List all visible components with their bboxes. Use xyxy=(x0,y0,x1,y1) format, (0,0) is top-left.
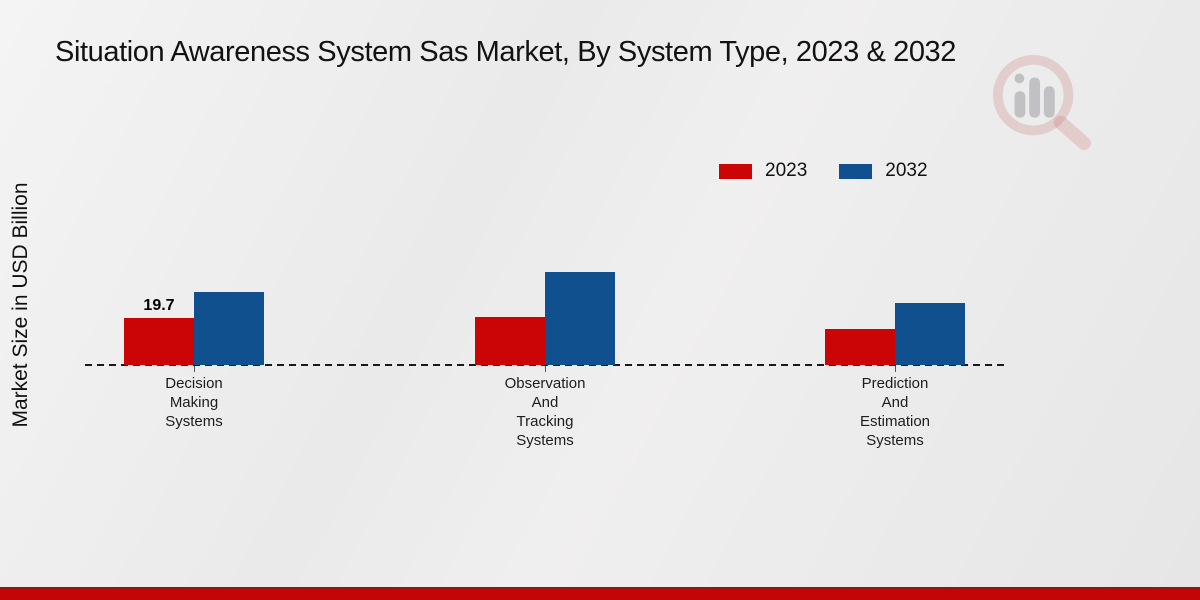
legend-label: 2023 xyxy=(765,160,808,181)
bar-2023-1 xyxy=(124,318,194,365)
bar-column-2032 xyxy=(194,292,264,365)
x-axis-tick xyxy=(194,366,195,372)
legend-item-2023: 2023 xyxy=(719,160,807,182)
x-axis-line xyxy=(85,364,1007,366)
footer-accent-bar xyxy=(0,587,1200,600)
magnifier-bar-chart-watermark-icon xyxy=(992,54,1091,150)
x-axis-tick-label: Observation And Tracking Systems xyxy=(504,375,586,449)
x-axis-tick xyxy=(545,366,546,372)
x-axis-tick xyxy=(895,366,896,372)
bar-2023-2 xyxy=(475,317,545,365)
legend-swatch-2032 xyxy=(839,163,873,179)
bar-group xyxy=(825,303,965,365)
bar-2032-2 xyxy=(545,272,615,365)
bar-group xyxy=(475,272,615,365)
bar-value-label: 19.7 xyxy=(143,297,175,314)
chart-title: Situation Awareness System Sas Market, B… xyxy=(55,36,957,68)
bar-2023-3 xyxy=(825,329,895,365)
x-axis-tick-label: Decision Making Systems xyxy=(165,375,223,430)
legend: 2023 2032 xyxy=(719,160,928,182)
bar-column-2032 xyxy=(895,303,965,365)
bar-column-2032 xyxy=(545,272,615,365)
bar-group: 19.7 xyxy=(124,292,264,365)
bar-2032-3 xyxy=(895,303,965,365)
legend-swatch-2023 xyxy=(719,163,752,179)
bar-column-2023 xyxy=(475,317,545,365)
legend-item-2032: 2032 xyxy=(839,160,928,182)
bar-column-2023: 19.7 xyxy=(124,297,194,365)
legend-label: 2032 xyxy=(885,160,928,181)
x-axis-tick-label: Prediction And Estimation Systems xyxy=(859,375,931,449)
bar-2032-1 xyxy=(194,292,264,365)
bar-column-2023 xyxy=(825,329,895,365)
